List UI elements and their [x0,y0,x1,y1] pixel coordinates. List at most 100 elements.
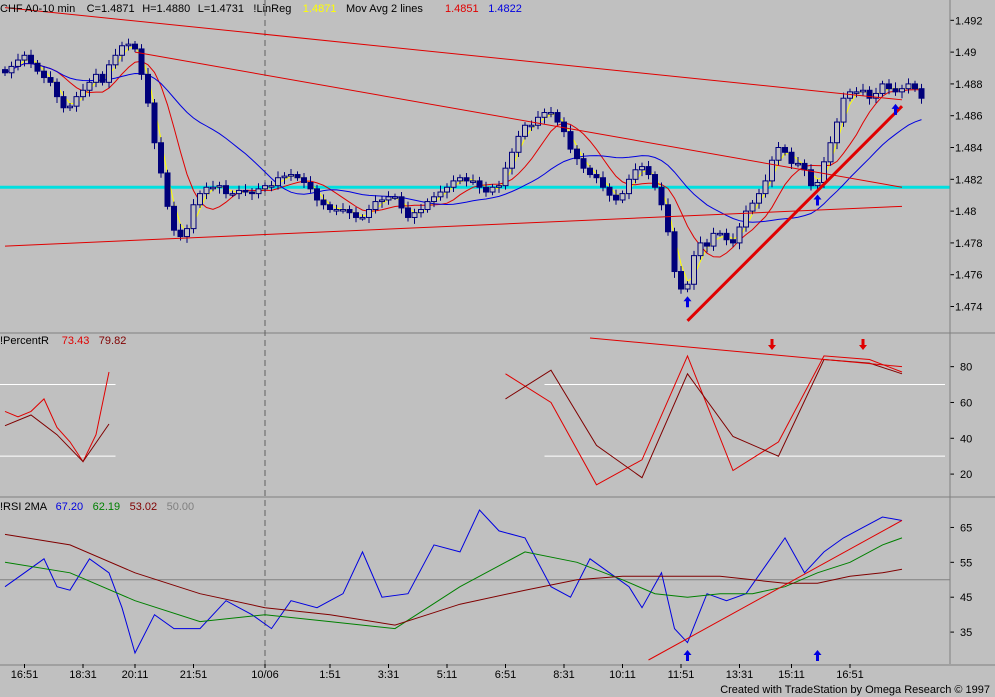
price-title-part: 1.4871 [303,3,337,15]
percent-r-signal-arrow [768,339,776,350]
candle-body [652,174,658,188]
percent-r-title-part: !PercentR [0,335,49,347]
candle-body [171,205,177,231]
candle-body [626,178,632,195]
candle-body [593,174,600,179]
candle-body [210,186,216,190]
candle-body [912,83,918,90]
candle-body [704,242,710,247]
percent-r-title-part: 79.82 [99,335,127,347]
x-tick-label: 8:31 [553,669,574,681]
candle-body [736,226,743,244]
candle-body [873,92,879,99]
candle-body [346,209,353,214]
candle-body [67,105,73,109]
candle-body [580,158,587,169]
rsi-signal-arrow [813,650,822,661]
candle-body [177,229,184,238]
candle-body [236,189,242,195]
candle-body [762,180,769,195]
percent-r-series-line [4,414,110,463]
rsi-tick-label: 55 [960,557,972,569]
candle-body [853,91,860,94]
rsi-series-line [4,537,903,630]
candle-body [2,69,8,74]
rsi-title-part: 53.02 [130,501,158,513]
candle-body [385,196,392,201]
candle-body [782,147,788,153]
rsi-signal-arrow [683,650,692,661]
candle-body [554,112,561,123]
candle-body [203,186,210,195]
candle-body [444,186,450,193]
candle-body [470,180,476,183]
rsi-tick-label: 45 [960,592,972,604]
panel-3 [0,498,995,664]
candle-body [301,177,307,183]
candle-body [424,201,431,211]
x-tick-label: 15:11 [778,669,805,681]
candle-body [15,59,21,67]
candle-body [710,232,717,247]
candle-body [600,177,606,188]
candle-body [756,193,762,204]
candle-body [918,88,925,99]
candle-body [411,212,418,218]
candle-body [613,194,619,201]
candle-body [496,185,502,188]
candle-body [827,142,834,163]
x-tick-label: 16:51 [836,669,864,681]
candle-body [158,142,164,174]
candle-body [184,228,190,238]
candle-body [632,169,639,180]
candle-body [73,96,80,107]
x-tick-label: 6:51 [495,669,516,681]
percent-r-series-line [4,371,110,463]
candle-body [151,102,158,144]
candle-body [359,216,366,220]
candle-body [340,209,346,212]
candle-body [450,180,457,188]
percent-r-series-line [505,354,903,486]
candle-body [333,209,340,212]
candle-body [522,124,528,137]
candle-body [801,162,808,171]
candle-body [730,239,736,244]
candle-body [405,207,411,218]
candle-body [860,89,866,93]
candle-body [769,159,775,182]
rsi-title-part: !RSI 2MA [0,501,48,513]
x-tick-label: 21:51 [180,669,208,681]
plot-layer: 1.474 1.476 1.478 1.48 1.482 1.484 1.486 1.488 1… [0,0,995,681]
candle-body [723,232,730,241]
candle-body [60,96,67,109]
price-tick-label: 1.474 [955,302,983,314]
percent-r-title-part: 73.43 [62,335,90,347]
price-title-part: H=1.4880 [142,3,190,15]
price-signal-arrow [683,296,692,308]
candle-body [535,116,541,126]
candle-body [528,124,535,128]
candle-body [229,193,236,196]
candle-body [242,189,249,193]
candle-body [567,131,574,150]
candle-body [34,62,41,72]
candle-body [327,204,333,211]
percent-r-tick-label: 80 [960,362,972,374]
percent-r-tick-label: 40 [960,433,972,445]
candle-body [678,271,684,290]
footer-credit: Created with TradeStation by Omega Resea… [720,684,990,696]
candle-body [47,77,54,83]
x-tick-label: 10/06 [251,669,279,681]
candle-body [463,177,470,182]
candle-body [431,196,437,203]
candle-body [28,54,34,64]
candle-body [106,64,112,83]
x-tick-label: 11:51 [668,669,695,681]
candle-body [619,193,626,201]
candle-body [483,186,489,193]
candle-body [249,191,255,195]
percent-r-tick-label: 60 [960,397,972,409]
candle-body [41,70,47,79]
